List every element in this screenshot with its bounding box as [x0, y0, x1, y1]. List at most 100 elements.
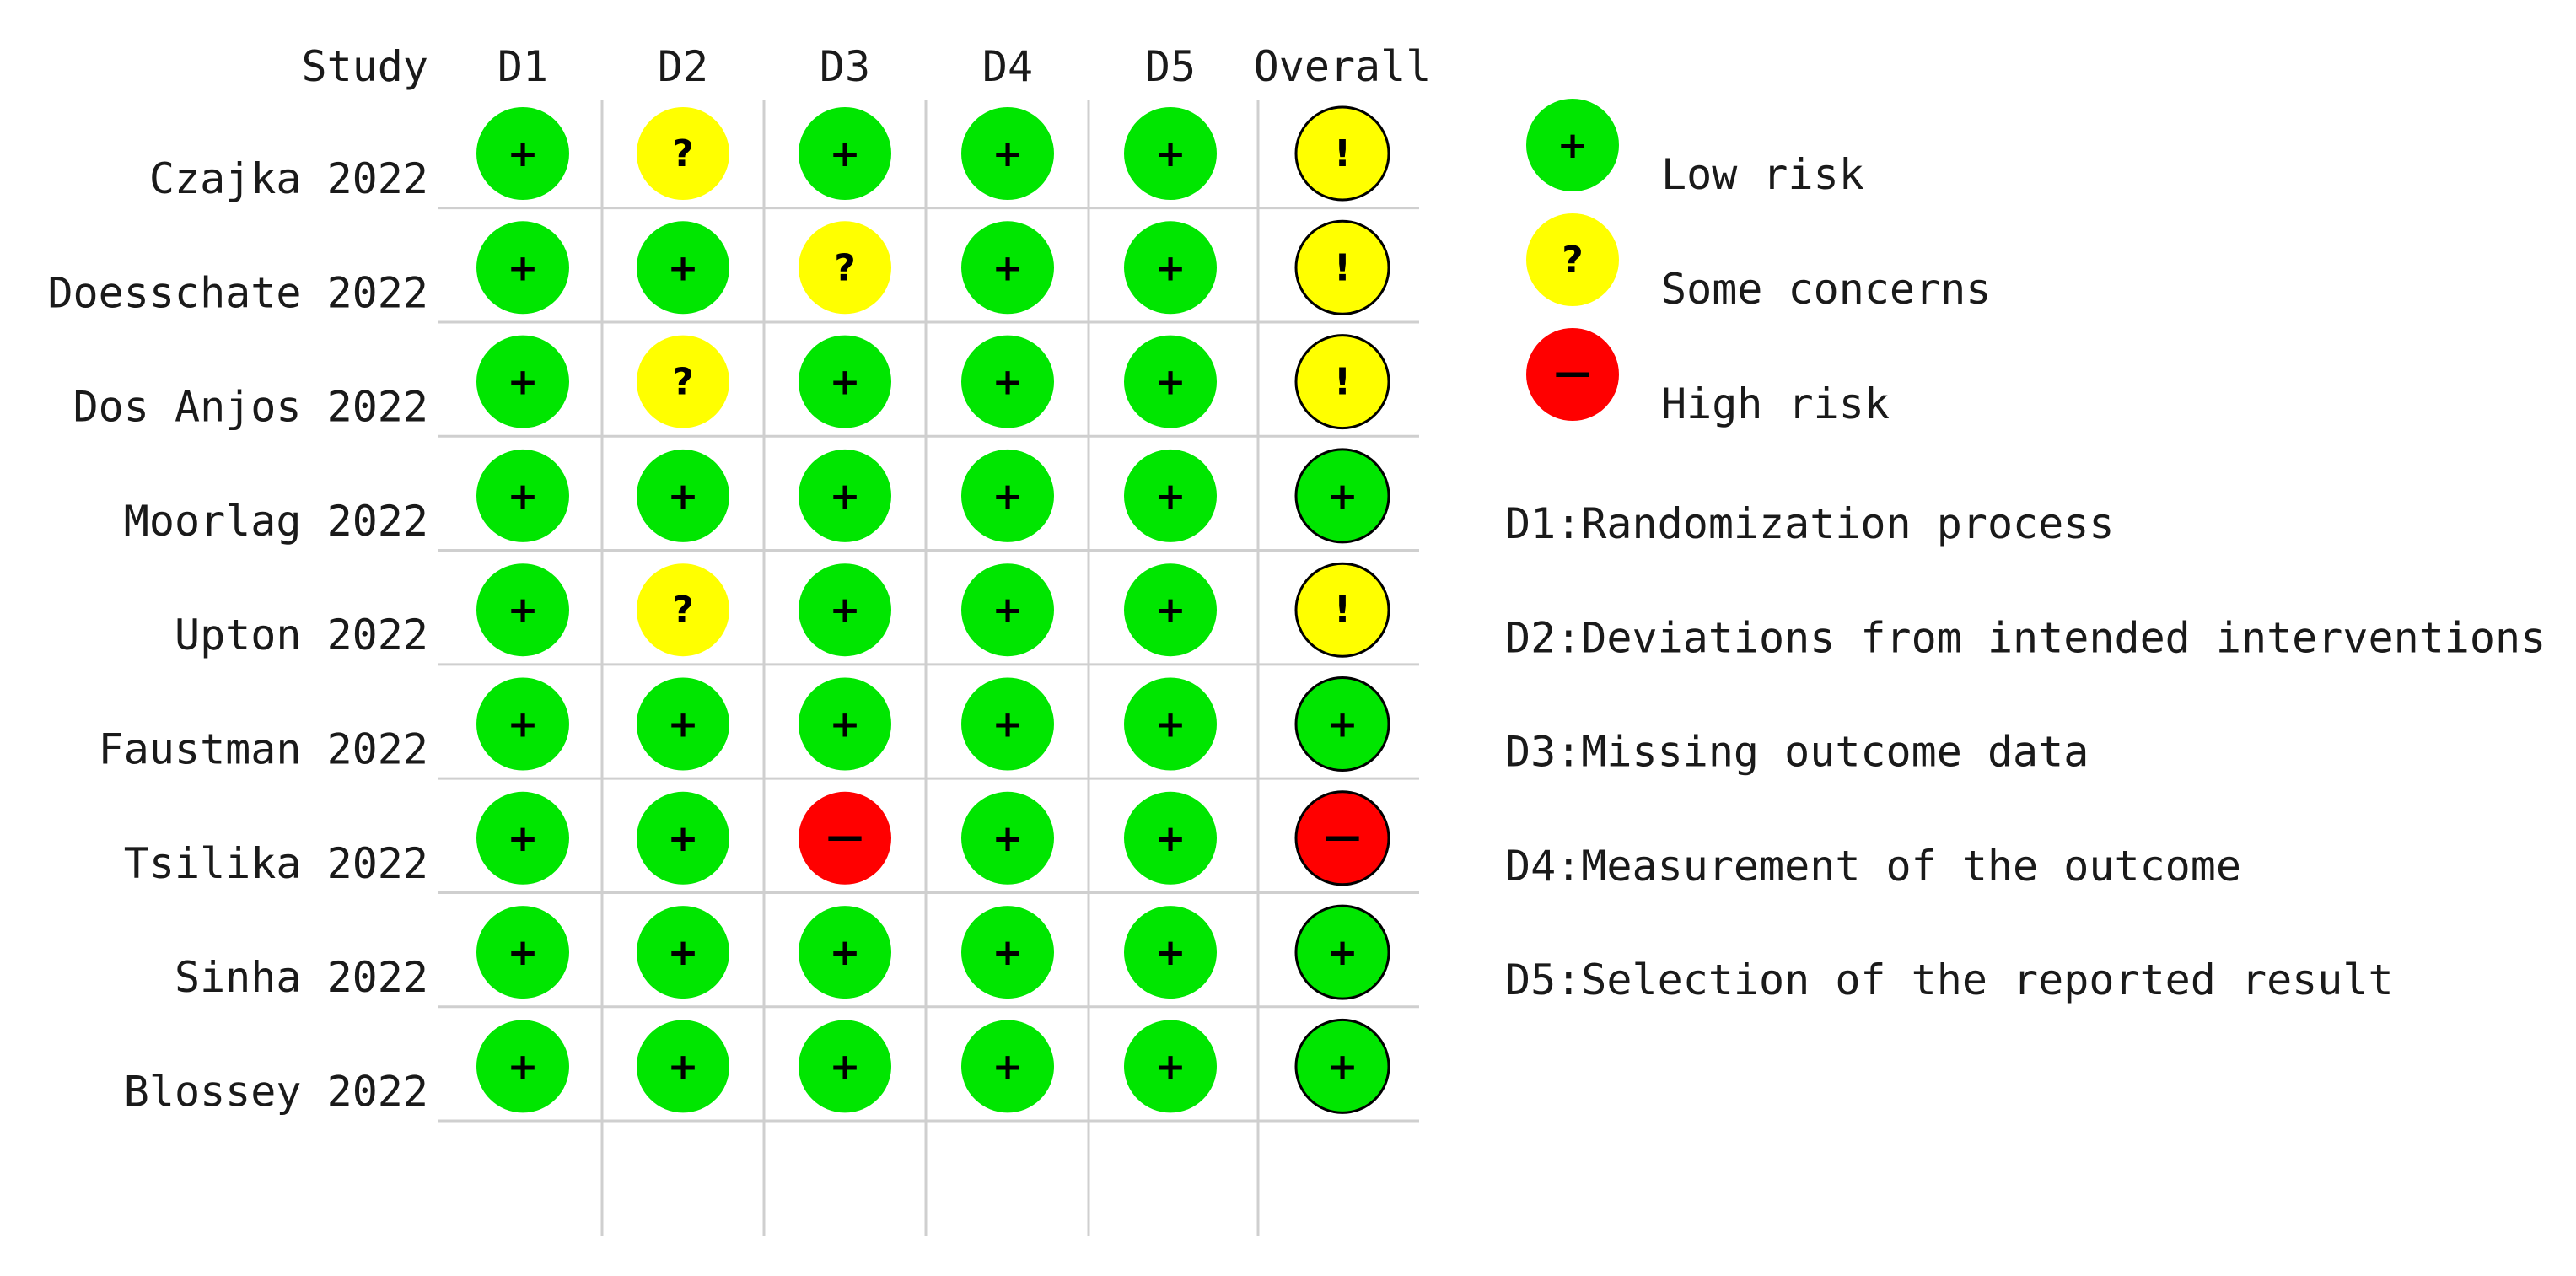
- domain-low-circle: [799, 906, 891, 999]
- domain-low-symbol: +: [1155, 703, 1186, 746]
- study-label: Dos Anjos 2022: [73, 383, 428, 432]
- domain-low-circle: [961, 1020, 1054, 1113]
- table-row: Faustman 2022 + + + + + +: [99, 676, 1390, 774]
- legend-some-symbol: ?: [1562, 239, 1584, 282]
- domain-low-symbol: +: [508, 931, 539, 974]
- domain-low-symbol: +: [668, 1045, 699, 1088]
- overall-some-circle: [1294, 105, 1390, 202]
- domain-low-symbol: +: [508, 1045, 539, 1088]
- domain-low-symbol: +: [830, 475, 861, 518]
- domain-high-symbol: —: [826, 815, 863, 858]
- overall-low-circle: [1294, 904, 1390, 1000]
- domain-low-symbol: +: [668, 246, 699, 289]
- domain-low-symbol: +: [1155, 475, 1186, 518]
- domain-low-symbol: +: [830, 589, 861, 632]
- domain-low-circle: [799, 677, 891, 771]
- domain-definition-d5: D5:Selection of the reported result: [1505, 956, 2394, 1004]
- domain-low-circle: [961, 449, 1054, 542]
- domain-low-circle: [1124, 906, 1217, 999]
- domain-low-circle: [476, 1020, 569, 1113]
- domain-low-circle: [799, 449, 891, 542]
- domain-low-symbol: +: [1155, 361, 1186, 404]
- legend-high-symbol: —: [1554, 351, 1591, 394]
- legend-item-low: + Low risk: [1526, 99, 1864, 199]
- domain-low-symbol: +: [992, 361, 1024, 404]
- domain-low-symbol: +: [830, 931, 861, 974]
- overall-some-circle: [1294, 562, 1390, 658]
- domain-low-symbol: +: [992, 589, 1024, 632]
- overall-some-symbol: !: [1334, 246, 1351, 289]
- domain-low-symbol: +: [668, 475, 699, 518]
- domain-low-circle: [476, 677, 569, 771]
- overall-some-circle: [1294, 334, 1390, 430]
- domain-low-symbol: +: [992, 817, 1024, 860]
- overall-low-symbol: +: [1327, 931, 1358, 974]
- header-study: Study: [301, 42, 428, 91]
- domain-low-circle: [1124, 563, 1217, 657]
- domain-low-symbol: +: [1155, 817, 1186, 860]
- legend-item-high: — High risk: [1526, 328, 1890, 428]
- domain-low-circle: [637, 1020, 729, 1113]
- domain-low-symbol: +: [992, 703, 1024, 746]
- domain-low-circle: [476, 107, 569, 200]
- domain-low-symbol: +: [668, 703, 699, 746]
- domain-some-circle: [637, 107, 729, 200]
- table-row: Moorlag 2022 + + + + + +: [124, 448, 1390, 546]
- overall-some-circle: [1294, 219, 1390, 315]
- header-overall: Overall: [1254, 42, 1432, 91]
- column-headers: Study D1 D2 D3 D4 D5 Overall: [301, 42, 1431, 91]
- domain-definition-d4: D4:Measurement of the outcome: [1505, 842, 2241, 891]
- domain-some-circle: [799, 221, 891, 315]
- legend-low-symbol: +: [1557, 124, 1589, 167]
- domain-low-symbol: +: [508, 817, 539, 860]
- domain-low-symbol: +: [1155, 246, 1186, 289]
- header-d2: D2: [658, 42, 708, 91]
- domain-low-circle: [1124, 449, 1217, 542]
- domain-low-circle: [799, 335, 891, 428]
- domain-low-circle: [961, 221, 1054, 315]
- domain-some-symbol: ?: [672, 589, 694, 632]
- domain-low-circle: [476, 221, 569, 315]
- study-label: Czajka 2022: [149, 154, 428, 203]
- domain-low-symbol: +: [508, 361, 539, 404]
- overall-low-circle: [1294, 676, 1390, 772]
- domain-low-symbol: +: [992, 931, 1024, 974]
- domain-low-symbol: +: [508, 246, 539, 289]
- domain-low-symbol: +: [830, 1045, 861, 1088]
- table-row: Tsilika 2022 + + — + + —: [124, 790, 1390, 888]
- domain-some-circle: [637, 563, 729, 657]
- legend-low-label: Low risk: [1661, 150, 1864, 199]
- domain-low-circle: [1124, 677, 1217, 771]
- domain-low-circle: [476, 906, 569, 999]
- domain-low-circle: [799, 1020, 891, 1113]
- domain-low-circle: [799, 107, 891, 200]
- domain-low-symbol: +: [830, 361, 861, 404]
- domain-low-circle: [637, 677, 729, 771]
- header-d4: D4: [982, 42, 1033, 91]
- domain-low-symbol: +: [1155, 132, 1186, 175]
- legend-high-circle: [1526, 328, 1619, 421]
- domain-some-symbol: ?: [834, 246, 856, 289]
- header-d3: D3: [820, 42, 870, 91]
- legend: + Low risk ? Some concerns — High risk: [1526, 99, 1991, 428]
- domain-low-symbol: +: [992, 1045, 1024, 1088]
- domain-low-circle: [637, 906, 729, 999]
- legend-item-some: ? Some concerns: [1526, 213, 1991, 314]
- domain-low-symbol: +: [992, 132, 1024, 175]
- domain-high-circle: [799, 791, 891, 885]
- domain-low-symbol: +: [992, 246, 1024, 289]
- domain-low-circle: [476, 563, 569, 657]
- domain-low-symbol: +: [668, 817, 699, 860]
- study-label: Blossey 2022: [124, 1067, 428, 1116]
- domain-low-circle: [1124, 1020, 1217, 1113]
- domain-low-circle: [637, 221, 729, 315]
- domain-definition-d3: D3:Missing outcome data: [1505, 728, 2089, 777]
- study-label: Upton 2022: [175, 611, 428, 660]
- domain-low-circle: [799, 563, 891, 657]
- domain-low-symbol: +: [508, 132, 539, 175]
- domain-low-symbol: +: [508, 475, 539, 518]
- study-label: Sinha 2022: [175, 953, 428, 1002]
- overall-low-circle: [1294, 448, 1390, 544]
- domain-low-circle: [1124, 335, 1217, 428]
- domain-low-symbol: +: [992, 475, 1024, 518]
